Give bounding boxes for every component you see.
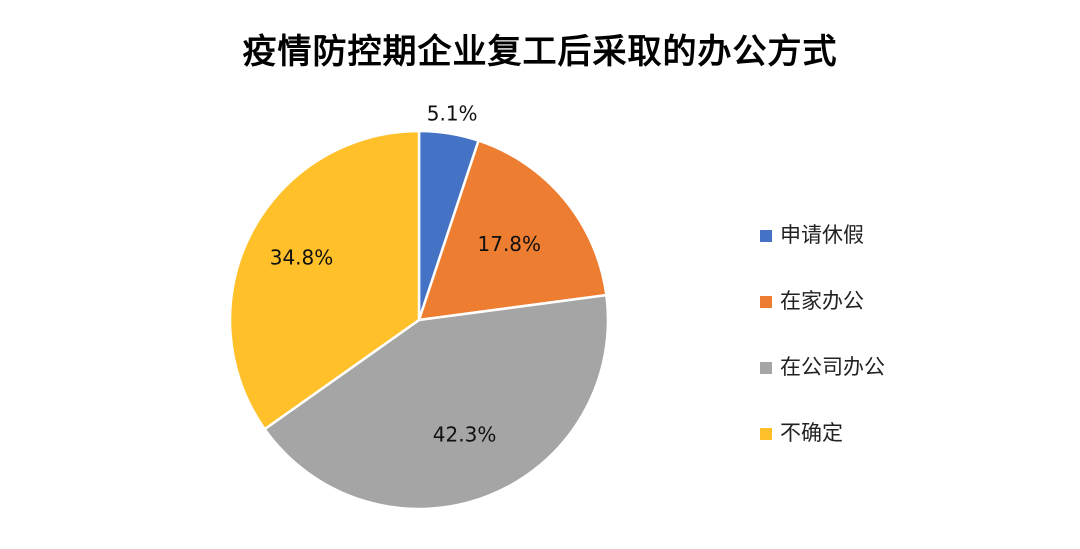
legend-item-leave: 申请休假 [760,222,1020,248]
pie-slice-office [263,293,610,511]
legend-swatch-leave [760,230,772,242]
legend-item-office: 在公司办公 [760,354,1020,380]
pie-slice-home [417,139,608,322]
pie-slice-uncertain [228,129,421,431]
legend-label-home: 在家办公 [780,289,864,313]
data-label-leave: 5.1% [427,101,478,125]
legend-label-uncertain: 不确定 [780,421,843,445]
legend-item-home: 在家办公 [760,288,1020,314]
legend-item-uncertain: 不确定 [760,420,1020,446]
legend-label-office: 在公司办公 [780,355,885,379]
chart-title: 疫情防控期企业复工后采取的办公方式 [242,32,838,72]
legend: 申请休假 在家办公 在公司办公 不确定 [760,222,1020,486]
legend-swatch-office [760,362,772,374]
data-label-home: 17.8% [478,232,542,256]
data-label-uncertain: 34.8% [270,246,334,270]
pie-slices [228,129,610,511]
legend-swatch-home [760,296,772,308]
legend-swatch-uncertain [760,428,772,440]
legend-label-leave: 申请休假 [780,223,864,247]
pie-data-labels: 5.1% 17.8% 42.3% 34.8% [270,101,541,446]
data-label-office: 42.3% [433,423,497,447]
